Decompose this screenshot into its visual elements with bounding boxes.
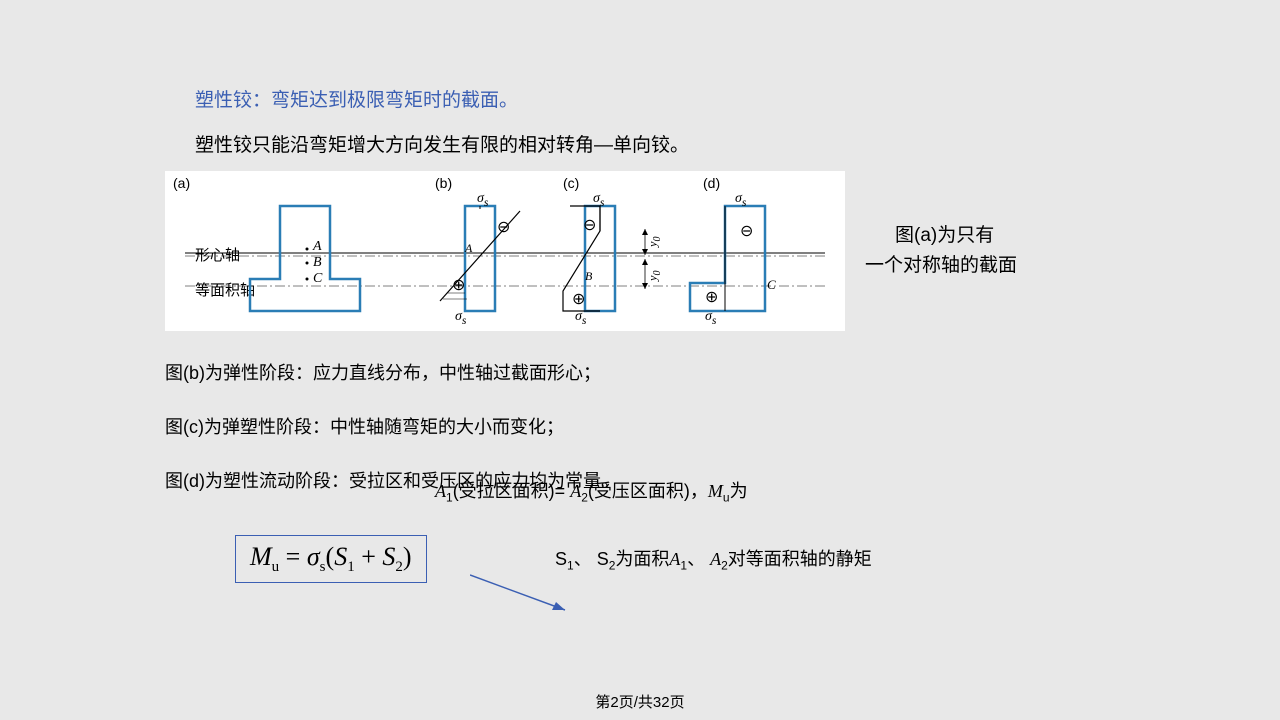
para-b: 图(b)为弹性阶段：应力直线分布，中性轴过截面形心； (165, 359, 1125, 385)
sigma-d-top: σs (735, 191, 746, 209)
formula-row: Mu = σs(S1 + S2) S1、 S2为面积A1、 A2对等面积轴的静矩 (235, 535, 1125, 595)
sigma-c-bot: σs (575, 309, 586, 327)
minus-d: ⊖ (740, 221, 753, 241)
diagram-box: (a) (b) (c) (d) 形心轴 等面积轴 (165, 171, 845, 331)
para-c: 图(c)为弹塑性阶段：中性轴随弯矩的大小而变化； (165, 413, 1125, 439)
y0-bot: y0 (645, 271, 662, 281)
description-line: 塑性铰只能沿弯矩增大方向发生有限的相对转角—单向铰。 (195, 130, 1125, 157)
pt-B: B (313, 255, 322, 271)
pager: 第2页/共32页 (0, 691, 1280, 712)
plus-d: ⊕ (705, 287, 718, 307)
diagram-row: (a) (b) (c) (d) 形心轴 等面积轴 (165, 171, 1125, 341)
para-d2: A1(受拉区面积)= A2(受压区面积)，Mu为 (435, 477, 1125, 505)
sigma-b-top: σs (477, 191, 488, 209)
arrow-icon (470, 570, 590, 620)
formula-box: Mu = σs(S1 + S2) (235, 535, 427, 583)
sigma-c-top: σs (593, 191, 604, 209)
side-caption: 图(a)为只有 一个对称轴的截面 (865, 221, 1017, 282)
sigma-d-bot: σs (705, 309, 716, 327)
pt-A2: A (465, 241, 472, 256)
plus-c: ⊕ (572, 289, 585, 309)
minus-c: ⊖ (583, 215, 596, 235)
pt-C2: C (767, 277, 776, 293)
sigma-b-bot: σs (455, 309, 466, 327)
pt-C: C (313, 271, 322, 287)
minus-b: ⊖ (497, 217, 510, 237)
definition-line: 塑性铰：弯矩达到极限弯矩时的截面。 (195, 85, 1125, 112)
y0-top: y0 (645, 237, 662, 247)
pt-A: A (313, 239, 322, 255)
plus-b: ⊕ (452, 275, 465, 295)
formula-desc: S1、 S2为面积A1、 A2对等面积轴的静矩 (555, 545, 872, 573)
pt-B2: B (585, 269, 592, 284)
